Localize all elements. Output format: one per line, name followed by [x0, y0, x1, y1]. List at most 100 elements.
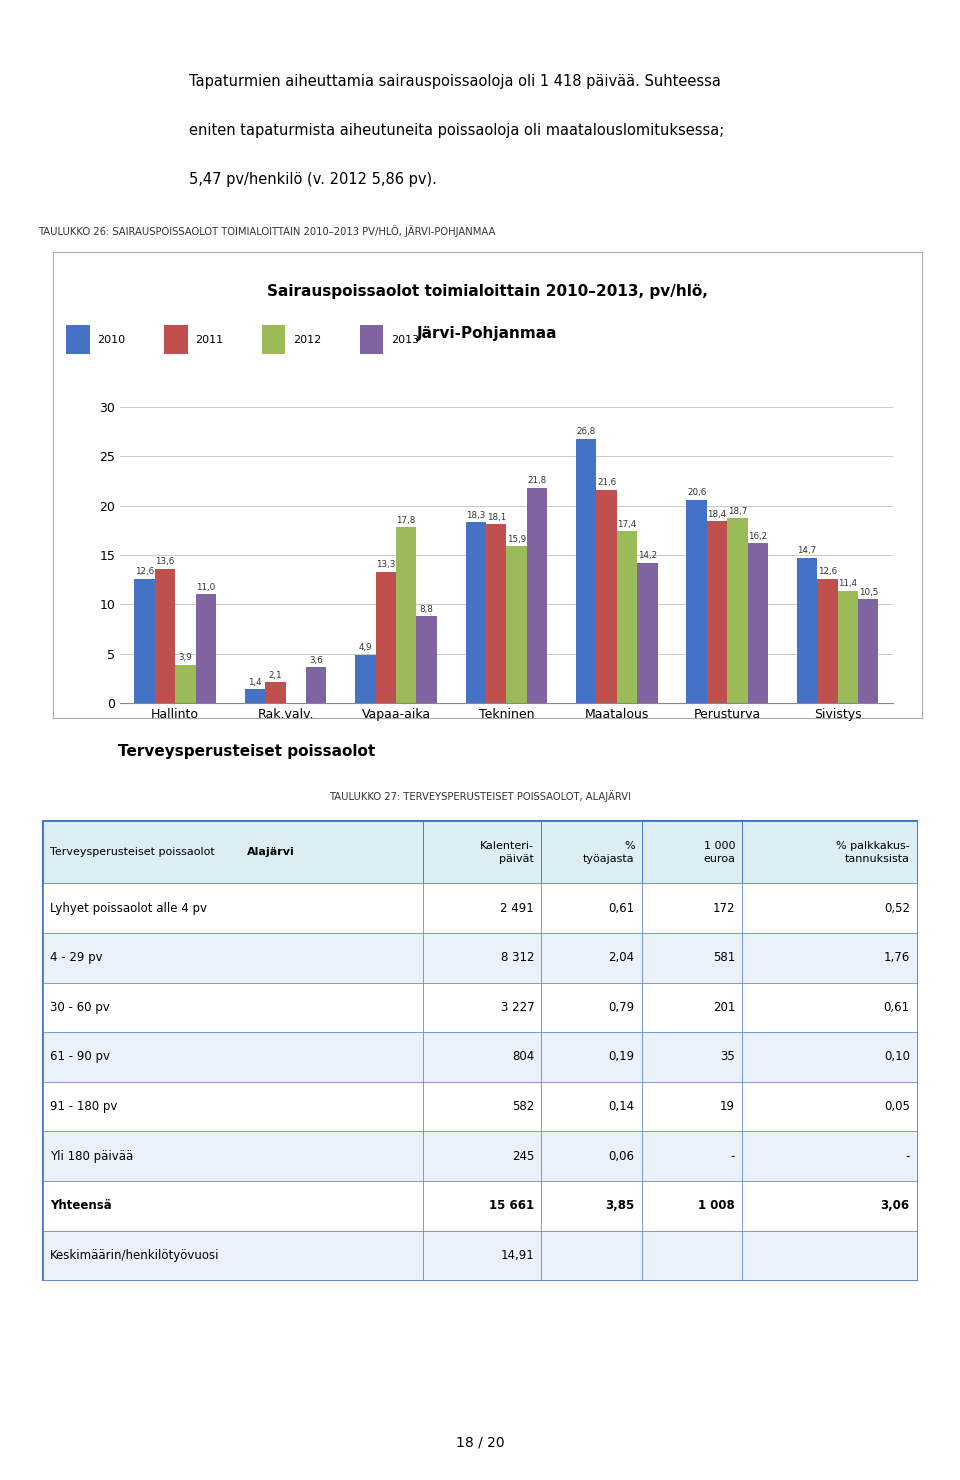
- FancyBboxPatch shape: [742, 884, 917, 932]
- FancyBboxPatch shape: [742, 983, 917, 1032]
- Text: 582: 582: [512, 1100, 534, 1113]
- Text: 12,6: 12,6: [818, 567, 837, 576]
- Text: 17,4: 17,4: [617, 519, 636, 528]
- FancyBboxPatch shape: [742, 1181, 917, 1230]
- FancyBboxPatch shape: [541, 1032, 641, 1082]
- FancyBboxPatch shape: [43, 932, 423, 983]
- Text: 2,1: 2,1: [269, 670, 282, 679]
- Bar: [134, 579, 155, 703]
- FancyBboxPatch shape: [541, 1131, 641, 1181]
- Bar: [196, 595, 216, 703]
- Text: Lyhyet poissaolot alle 4 pv: Lyhyet poissaolot alle 4 pv: [50, 901, 207, 915]
- Bar: [616, 531, 637, 703]
- Text: 14,2: 14,2: [637, 552, 657, 561]
- Text: 0,19: 0,19: [609, 1051, 635, 1064]
- Text: 4 - 29 pv: 4 - 29 pv: [50, 952, 103, 965]
- Text: 21,6: 21,6: [597, 478, 616, 487]
- Text: 11,0: 11,0: [196, 583, 215, 592]
- FancyBboxPatch shape: [742, 1032, 917, 1082]
- FancyBboxPatch shape: [423, 1032, 541, 1082]
- Text: 201: 201: [712, 1000, 735, 1014]
- Text: 3,85: 3,85: [606, 1199, 635, 1212]
- Text: 14,7: 14,7: [798, 546, 817, 555]
- FancyBboxPatch shape: [742, 1082, 917, 1131]
- FancyBboxPatch shape: [43, 821, 423, 884]
- FancyBboxPatch shape: [423, 1082, 541, 1131]
- Text: 581: 581: [713, 952, 735, 965]
- FancyBboxPatch shape: [641, 884, 742, 932]
- Text: 12,6: 12,6: [135, 567, 155, 576]
- FancyBboxPatch shape: [423, 1230, 541, 1280]
- FancyBboxPatch shape: [164, 324, 187, 354]
- Text: Sairauspoissaolot toimialoittain 2010–2013, pv/hlö,: Sairauspoissaolot toimialoittain 2010–20…: [267, 284, 708, 299]
- Text: 15 661: 15 661: [489, 1199, 534, 1212]
- FancyBboxPatch shape: [541, 1082, 641, 1131]
- Bar: [858, 599, 878, 703]
- FancyBboxPatch shape: [262, 324, 285, 354]
- Text: 2012: 2012: [293, 334, 322, 345]
- Text: 0,14: 0,14: [609, 1100, 635, 1113]
- Text: 1,76: 1,76: [883, 952, 910, 965]
- FancyBboxPatch shape: [43, 983, 423, 1032]
- Text: 3,6: 3,6: [309, 656, 324, 665]
- Text: 0,79: 0,79: [609, 1000, 635, 1014]
- Text: 3 227: 3 227: [500, 1000, 534, 1014]
- Text: % palkkakus-
tannuksista: % palkkakus- tannuksista: [836, 841, 910, 864]
- Text: 91 - 180 pv: 91 - 180 pv: [50, 1100, 117, 1113]
- Text: 18,1: 18,1: [487, 514, 506, 522]
- Bar: [797, 558, 817, 703]
- Text: 804: 804: [512, 1051, 534, 1064]
- Text: Alajärvi: Alajärvi: [247, 848, 295, 857]
- FancyBboxPatch shape: [641, 932, 742, 983]
- FancyBboxPatch shape: [641, 821, 742, 884]
- Bar: [838, 591, 858, 703]
- Text: 35: 35: [720, 1051, 735, 1064]
- Text: 0,05: 0,05: [884, 1100, 910, 1113]
- FancyBboxPatch shape: [742, 1230, 917, 1280]
- FancyBboxPatch shape: [541, 1230, 641, 1280]
- FancyBboxPatch shape: [641, 983, 742, 1032]
- FancyBboxPatch shape: [423, 983, 541, 1032]
- Bar: [817, 579, 837, 703]
- Text: 13,6: 13,6: [156, 558, 175, 567]
- FancyBboxPatch shape: [360, 324, 383, 354]
- Text: Terveysperusteiset poissaolot: Terveysperusteiset poissaolot: [50, 848, 222, 857]
- Bar: [466, 522, 486, 703]
- Text: 0,61: 0,61: [884, 1000, 910, 1014]
- Bar: [637, 562, 658, 703]
- Text: %
työajasta: % työajasta: [583, 841, 635, 864]
- Bar: [686, 500, 707, 703]
- Text: 8,8: 8,8: [420, 605, 434, 614]
- Text: 1,4: 1,4: [248, 678, 262, 687]
- Text: eniten tapaturmista aiheutuneita poissaoloja oli maatalouslomituksessa;: eniten tapaturmista aiheutuneita poissao…: [188, 123, 724, 138]
- Text: 13,3: 13,3: [376, 561, 396, 570]
- Text: Tapaturmien aiheuttamia sairauspoissaoloja oli 1 418 päivää. Suhteessa: Tapaturmien aiheuttamia sairauspoissaolo…: [188, 74, 720, 89]
- Bar: [728, 518, 748, 703]
- Text: Yhteensä: Yhteensä: [50, 1199, 112, 1212]
- FancyBboxPatch shape: [541, 884, 641, 932]
- Text: 26,8: 26,8: [577, 428, 596, 437]
- Text: 2010: 2010: [98, 334, 126, 345]
- FancyBboxPatch shape: [742, 1131, 917, 1181]
- Text: 3,9: 3,9: [179, 653, 192, 662]
- Bar: [155, 568, 175, 703]
- Bar: [245, 690, 265, 703]
- Bar: [527, 488, 547, 703]
- Text: Kalenteri-
päivät: Kalenteri- päivät: [480, 841, 534, 864]
- Text: 18,3: 18,3: [466, 511, 486, 519]
- Text: 0,10: 0,10: [884, 1051, 910, 1064]
- FancyBboxPatch shape: [742, 932, 917, 983]
- FancyBboxPatch shape: [43, 1131, 423, 1181]
- Text: 1 008: 1 008: [698, 1199, 735, 1212]
- FancyBboxPatch shape: [541, 983, 641, 1032]
- Text: 20,6: 20,6: [687, 488, 707, 497]
- Text: 245: 245: [512, 1150, 534, 1163]
- Bar: [175, 665, 196, 703]
- Bar: [486, 524, 507, 703]
- FancyBboxPatch shape: [423, 932, 541, 983]
- Text: 2013: 2013: [391, 334, 419, 345]
- FancyBboxPatch shape: [541, 1181, 641, 1230]
- Text: 5,47 pv/henkilö (v. 2012 5,86 pv).: 5,47 pv/henkilö (v. 2012 5,86 pv).: [188, 173, 437, 188]
- Text: 11,4: 11,4: [838, 579, 857, 588]
- Text: 2 491: 2 491: [500, 901, 534, 915]
